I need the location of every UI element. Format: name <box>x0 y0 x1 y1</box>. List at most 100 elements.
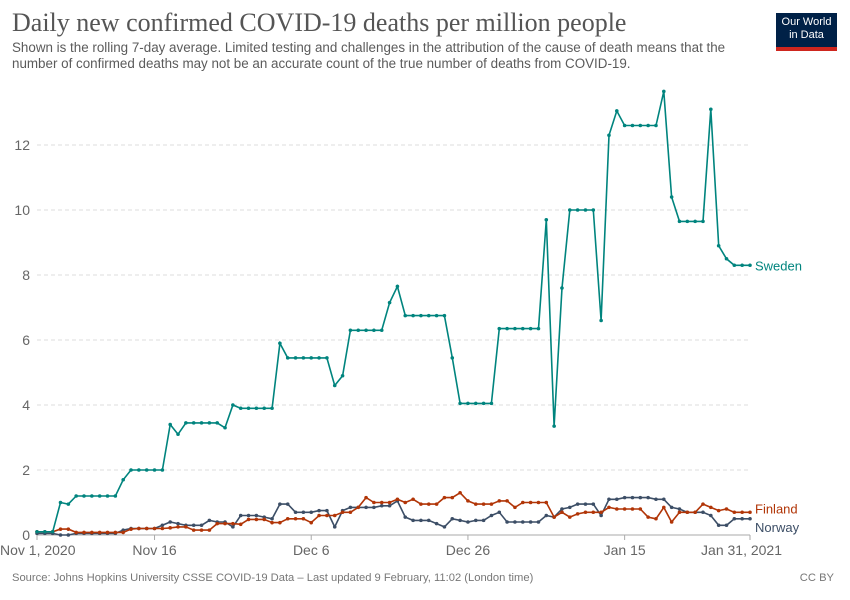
data-point-finland <box>176 525 180 529</box>
data-point-norway <box>466 520 470 524</box>
data-point-sweden <box>434 313 439 318</box>
data-point-finland <box>364 495 368 500</box>
series-line-norway <box>37 496 750 536</box>
data-point-norway <box>458 518 462 523</box>
data-point-sweden <box>481 401 486 406</box>
data-point-finland <box>419 502 423 506</box>
data-point-sweden <box>646 123 650 128</box>
data-point-sweden <box>395 284 400 289</box>
data-point-finland <box>513 505 517 510</box>
data-point-norway <box>575 502 580 506</box>
data-point-sweden <box>567 208 572 212</box>
data-point-norway <box>168 520 172 524</box>
data-point-finland <box>505 499 509 503</box>
data-point-sweden <box>207 421 212 425</box>
data-point-finland <box>434 502 439 506</box>
data-point-norway <box>520 520 525 524</box>
data-point-norway <box>536 520 541 524</box>
data-point-sweden <box>340 373 345 378</box>
data-point-finland <box>105 530 110 535</box>
data-point-sweden <box>426 313 431 318</box>
data-point-sweden <box>137 468 141 472</box>
data-point-norway <box>654 497 658 502</box>
data-point-norway <box>332 525 337 529</box>
data-point-finland <box>160 526 165 531</box>
data-point-sweden <box>270 406 274 411</box>
data-point-sweden <box>693 219 697 224</box>
data-point-sweden <box>325 356 329 360</box>
data-point-norway <box>622 495 627 500</box>
data-point-sweden <box>583 208 588 212</box>
data-point-sweden <box>497 326 502 331</box>
data-point-finland <box>630 507 635 511</box>
data-point-norway <box>677 507 682 511</box>
data-point-norway <box>176 521 180 526</box>
data-point-finland <box>567 515 572 519</box>
data-point-sweden <box>152 468 157 472</box>
data-point-sweden <box>254 406 259 411</box>
data-point-finland <box>301 516 306 521</box>
data-point-finland <box>520 500 525 505</box>
data-point-sweden <box>309 356 314 360</box>
data-point-finland <box>575 512 580 516</box>
data-point-finland <box>552 515 556 519</box>
data-point-norway <box>403 515 408 519</box>
data-point-finland <box>121 530 125 535</box>
data-point-norway <box>379 503 384 508</box>
data-point-finland <box>113 530 118 535</box>
data-point-sweden <box>121 477 125 482</box>
source-note[interactable]: Source: Johns Hopkins University CSSE CO… <box>12 572 534 584</box>
data-point-norway <box>481 518 486 523</box>
data-point-norway <box>426 518 431 523</box>
data-point-finland <box>607 505 611 510</box>
data-point-finland <box>716 508 721 513</box>
data-point-norway <box>434 521 439 526</box>
data-point-norway <box>58 533 63 537</box>
data-point-norway <box>160 523 165 528</box>
data-point-sweden <box>685 219 690 224</box>
owid-logo[interactable]: Our World in Data <box>776 13 837 51</box>
data-point-finland <box>591 510 596 515</box>
data-point-sweden <box>458 401 462 406</box>
data-point-finland <box>223 521 227 526</box>
data-point-finland <box>583 510 588 515</box>
data-point-finland <box>497 499 502 503</box>
data-point-norway <box>630 495 635 500</box>
data-point-sweden <box>97 494 102 498</box>
x-tick-label: Nov 16 <box>132 542 177 558</box>
data-point-finland <box>411 497 415 502</box>
data-point-sweden <box>544 217 549 222</box>
data-point-sweden <box>223 425 227 430</box>
data-point-finland <box>740 510 744 515</box>
chart-title: Daily new confirmed COVID-19 deaths per … <box>12 8 627 37</box>
data-point-sweden <box>411 313 415 318</box>
data-point-norway <box>740 516 744 521</box>
data-point-finland <box>238 522 243 527</box>
data-point-sweden <box>129 468 133 472</box>
data-point-finland <box>615 507 619 511</box>
data-point-norway <box>325 508 329 513</box>
data-point-finland <box>685 510 690 515</box>
data-point-sweden <box>262 406 267 411</box>
data-point-sweden <box>168 422 172 427</box>
data-point-sweden <box>372 328 376 333</box>
data-point-sweden <box>724 256 729 261</box>
data-point-sweden <box>654 123 658 128</box>
data-point-finland <box>168 526 172 530</box>
data-point-sweden <box>662 89 666 94</box>
data-point-finland <box>372 500 376 505</box>
data-point-sweden <box>301 356 306 360</box>
data-point-sweden <box>90 494 94 498</box>
data-point-sweden <box>43 529 47 534</box>
data-point-sweden <box>489 401 494 406</box>
data-point-norway <box>364 505 368 510</box>
data-point-finland <box>356 505 361 510</box>
data-point-sweden <box>403 313 408 318</box>
y-tick-label: 6 <box>22 332 30 348</box>
data-point-finland <box>285 516 290 521</box>
data-point-finland <box>732 510 737 515</box>
license-link[interactable]: CC BY <box>799 572 834 584</box>
data-point-sweden <box>638 123 643 128</box>
data-point-norway <box>662 497 666 502</box>
data-point-finland <box>450 495 455 500</box>
